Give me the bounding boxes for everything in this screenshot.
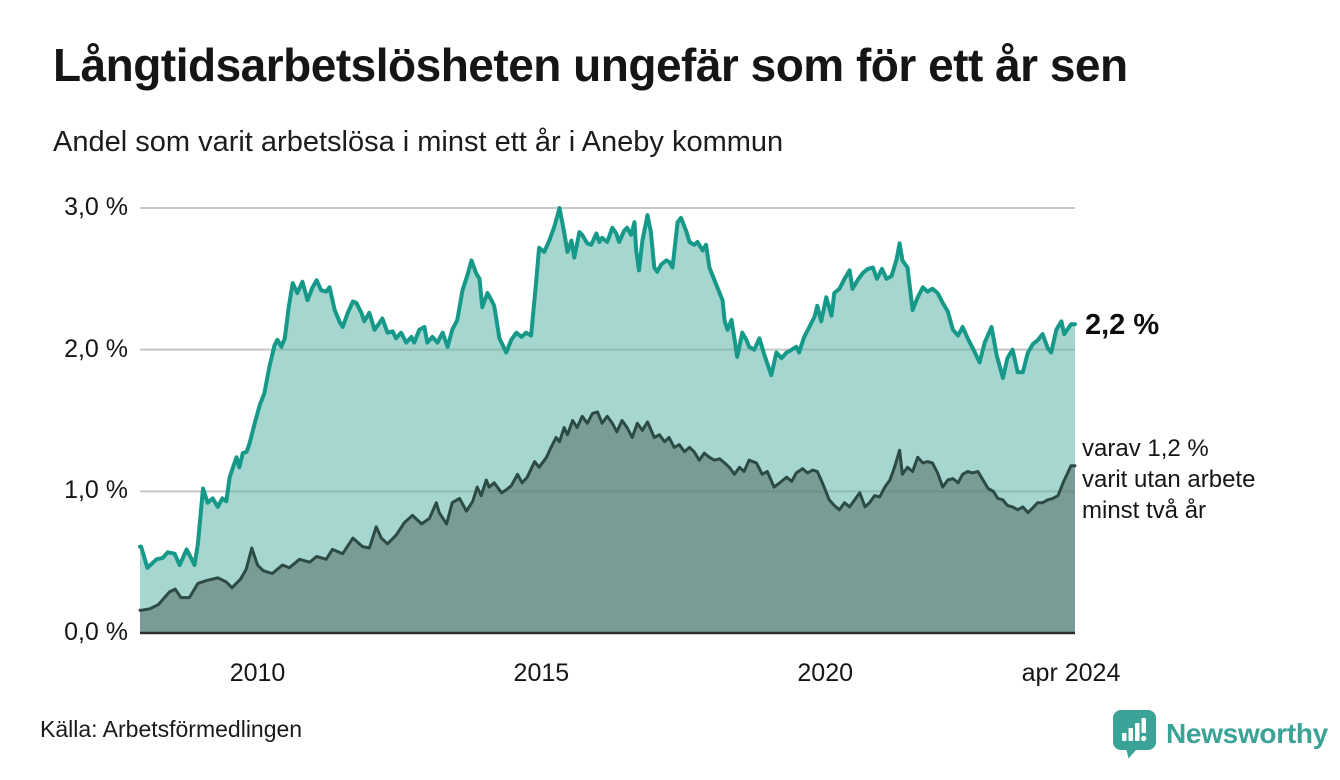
newsworthy-pin-icon (1113, 710, 1156, 759)
x-axis-tick-label: 2010 (229, 659, 286, 687)
annotation-line-1: varav 1,2 % (1082, 435, 1209, 462)
two-year-annotation: varav 1,2 % varit utan arbete minst två … (1082, 433, 1255, 526)
newsworthy-logo[interactable]: Newsworthy (1112, 709, 1328, 759)
x-axis-tick-label: 2020 (797, 659, 854, 687)
newsworthy-wordmark: Newsworthy (1166, 718, 1328, 749)
page-title: Långtidsarbetslösheten ungefär som för e… (53, 39, 1128, 91)
line-one-year (138, 206, 1077, 570)
page-subtitle: Andel som varit arbetslösa i minst ett å… (53, 126, 784, 158)
y-axis-tick-label: 3,0 % (64, 193, 128, 221)
y-axis-tick-label: 2,0 % (64, 334, 128, 363)
x-axis-tick-label: apr 2024 (1021, 659, 1121, 687)
area-two-years (140, 412, 1075, 633)
line-two-years (138, 410, 1077, 612)
x-axis-tick-label: 2015 (513, 659, 570, 687)
source-attribution: Källa: Arbetsförmedlingen (40, 716, 303, 742)
y-axis-tick-label: 0,0 % (64, 618, 128, 646)
y-axis-tick-label: 1,0 % (64, 476, 128, 505)
annotation-line-3: minst två år (1082, 497, 1207, 524)
annotation-line-2: varit utan arbete (1082, 466, 1256, 493)
latest-total-label: 2,2 % (1085, 309, 1160, 341)
